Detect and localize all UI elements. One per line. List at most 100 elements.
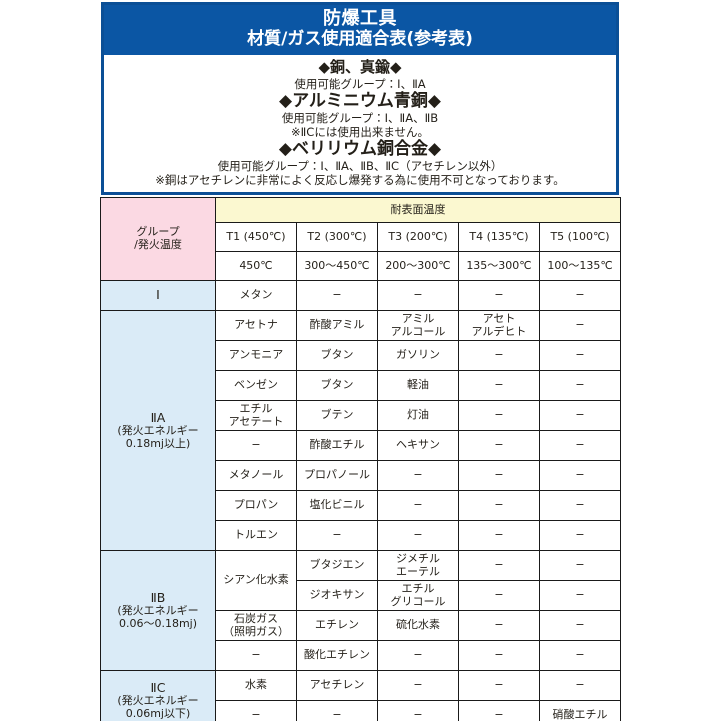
table-row: ジオキサン エチル グリコール − − [101,580,622,611]
cell-gas: − [538,490,622,521]
cell-gas: ブタジエン [296,550,378,581]
cell-gas: ヘキサン [377,430,459,461]
cell-gas: 硫化水素 [377,610,459,641]
material-note-copper: 使用可能グループ：Ⅰ、ⅡA [294,76,426,91]
cell-gas: ガソリン [377,340,459,371]
table-row: アンモニア ブタン ガソリン − − [101,340,622,371]
header-group-ignition-temp: グループ/発火温度 [100,197,216,281]
cell-gas: − [538,310,622,341]
cell-gas: − [377,460,459,491]
cell-gas: ジオキサン [296,580,378,611]
header-temp-class-5: T5 (100℃) [538,222,622,252]
cell-gas: − [538,550,622,581]
cell-gas: − [377,670,459,701]
table-row: − − − − 硝酸エチル [101,700,622,721]
group-label-ⅡC: ⅡC (発火エネルギー 0.06mj以下) [100,670,216,721]
cell-gas: − [458,280,540,311]
cell-gas: ブテン [296,400,378,431]
material-note-aluminum-bronze-warning: ※ⅡCには使用出来ません。 [291,124,429,139]
cell-gas: − [458,370,540,401]
cell-gas: − [458,340,540,371]
material-info-box: ◆銅、真鍮◆ 使用可能グループ：Ⅰ、ⅡA ◆アルミニウム青銅◆ 使用可能グループ… [104,55,616,193]
group-label-ⅡA: ⅡA (発火エネルギー 0.18mj以上) [100,310,216,551]
cell-gas: − [538,340,622,371]
cell-gas: アセト アルデヒト [458,310,540,341]
material-note-beryllium-copper: 使用可能グループ：Ⅰ、ⅡA、ⅡB、ⅡC（アセチレン以外） [217,159,503,174]
cell-gas: − [458,610,540,641]
header-temp-range-5: 100〜135℃ [538,251,622,281]
cell-gas: − [215,640,297,671]
banner-subtitle: 材質/ガス使用適合表(参考表) [247,29,473,50]
cell-gas: 水素 [215,670,297,701]
header-panel: 防爆工具 材質/ガス使用適合表(参考表) ◆銅、真鍮◆ 使用可能グループ：Ⅰ、Ⅱ… [101,2,619,196]
cell-gas: − [458,430,540,461]
cell-gas: − [377,520,459,551]
cell-gas: エチル グリコール [377,580,459,611]
table-row: エチル アセテート ブテン 灯油 − − [101,400,622,431]
table-row: − 酢酸エチル ヘキサン − − [101,430,622,461]
cell-gas: − [538,460,622,491]
table-row: トルエン − − − − [101,520,622,551]
table-row: 石炭ガス （照明ガス） エチレン 硫化水素 − − [101,610,622,641]
table-row: Ⅰ メタン − − − − [100,280,622,311]
cell-gas: 灯油 [377,400,459,431]
cell-gas: − [377,280,459,311]
header-temp-class-1: T1 (450℃) [215,222,297,252]
table-header-row-3: 450℃ 300〜450℃ 200〜300℃ 135〜300℃ 100〜135℃ [101,251,622,281]
cell-gas: − [538,370,622,401]
cell-gas: アセチレン [296,670,378,701]
cell-gas: − [296,520,378,551]
cell-gas: − [538,280,622,311]
header-temp-class-2: T2 (300℃) [296,222,378,252]
header-temp-range-1: 450℃ [215,251,297,281]
cell-gas: − [377,700,459,721]
cell-gas: − [458,460,540,491]
material-note-acetylene-warning: ※銅はアセチレンに非常によく反応し爆発する為に使用不可となっております。 [155,173,565,188]
cell-gas: − [215,700,297,721]
cell-gas: 硝酸エチル [538,700,622,721]
header-temp-class-3: T3 (200℃) [377,222,459,252]
cell-gas: − [296,280,378,311]
cell-gas: − [458,640,540,671]
cell-gas: − [538,610,622,641]
cell-gas: ジメチル エーテル [377,550,459,581]
cell-gas: − [215,430,297,461]
cell-gas: − [458,400,540,431]
cell-gas: − [458,580,540,611]
cell-gas: 酢酸アミル [296,310,378,341]
title-banner: 防爆工具 材質/ガス使用適合表(参考表) [104,5,616,56]
group-label-ⅡB: ⅡB (発火エネルギー 0.06〜0.18mj) [100,550,216,671]
table-row: ⅡB (発火エネルギー 0.06〜0.18mj) シアン化水素 ブタジエン ジメチル エーテ… [100,550,622,671]
cell-gas: − [538,580,622,611]
cell-gas: − [458,550,540,581]
header-temp-class-4: T4 (135℃) [458,222,540,252]
cell-gas: シアン化水素 [215,550,297,611]
compatibility-table-wrap: グループ/発火温度 耐表面温度 T1 (450℃) T2 (300℃) T3 (200℃… [100,197,622,721]
cell-gas: メタン [215,280,297,311]
cell-gas: − [458,700,540,721]
group-label-Ⅰ: Ⅰ [100,280,216,311]
cell-gas: − [538,670,622,701]
cell-gas: プロパン [215,490,297,521]
cell-gas: − [538,520,622,551]
cell-gas: ブタン [296,340,378,371]
cell-gas: − [538,400,622,431]
cell-gas: 酢酸エチル [296,430,378,461]
cell-gas: 塩化ビニル [296,490,378,521]
material-heading-beryllium-copper: ◆ベリリウム銅合金◆ [278,138,442,159]
cell-gas: プロパノール [296,460,378,491]
cell-gas: アミル アルコール [377,310,459,341]
table-body: グループ/発火温度 耐表面温度 T1 (450℃) T2 (300℃) T3 (200℃… [100,197,622,721]
cell-gas: メタノール [215,460,297,491]
header-surface-temperature: 耐表面温度 [214,197,622,223]
cell-gas: − [377,490,459,521]
cell-gas: 軽油 [377,370,459,401]
material-note-aluminum-bronze: 使用可能グループ：Ⅰ、ⅡA、ⅡB [281,110,439,125]
cell-gas: エチル アセテート [215,400,297,431]
cell-gas: トルエン [215,520,297,551]
cell-gas: − [458,670,540,701]
table-row: − 酸化エチレン − − − [101,640,622,671]
table-row: ⅡC (発火エネルギー 0.06mj以下) 水素 アセチレン − − − [100,670,622,721]
cell-gas: 石炭ガス （照明ガス） [215,610,297,641]
